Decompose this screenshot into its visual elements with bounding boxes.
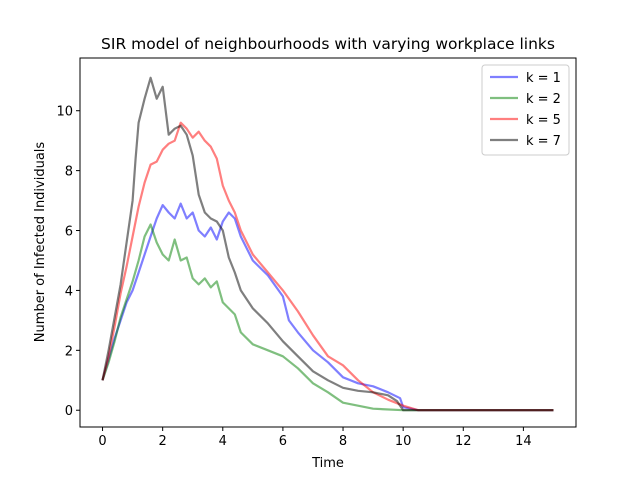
x-tick-label: 2 (159, 434, 167, 449)
x-tick-label: 0 (98, 434, 106, 449)
x-tick-label: 4 (219, 434, 227, 449)
x-tick-label: 8 (339, 434, 347, 449)
legend-label: k = 1 (526, 71, 561, 86)
y-tick-label: 10 (56, 105, 73, 120)
series-line-k-7 (101, 76, 554, 412)
y-axis-title: Number of Infected Individuals (33, 142, 48, 343)
x-axis: 0 2 4 6 8 10 12 14 (98, 427, 532, 449)
x-axis-title: Time (311, 456, 344, 471)
series-line-k-2 (101, 223, 554, 412)
legend: k = 1 k = 2 k = 5 k = 7 (481, 64, 570, 156)
plot-frame (79, 57, 577, 428)
y-tick-label: 8 (65, 165, 73, 180)
plot-area (101, 76, 554, 412)
series-line-k-5 (101, 121, 554, 412)
legend-label: k = 2 (526, 92, 561, 107)
x-tick-label: 14 (515, 434, 532, 449)
y-axis: 0 2 4 6 8 10 (56, 105, 80, 419)
y-tick-label: 2 (65, 344, 73, 359)
legend-box (481, 64, 570, 156)
legend-label: k = 7 (526, 134, 561, 149)
y-tick-label: 4 (65, 284, 73, 299)
legend-label: k = 5 (526, 113, 561, 128)
y-tick-label: 0 (65, 404, 73, 419)
x-tick-label: 6 (279, 434, 287, 449)
chart-title: SIR model of neighbourhoods with varying… (101, 35, 555, 53)
series-line-k-1 (101, 202, 554, 412)
x-tick-label: 10 (395, 434, 412, 449)
x-tick-label: 12 (455, 434, 472, 449)
y-tick-label: 6 (65, 225, 73, 240)
